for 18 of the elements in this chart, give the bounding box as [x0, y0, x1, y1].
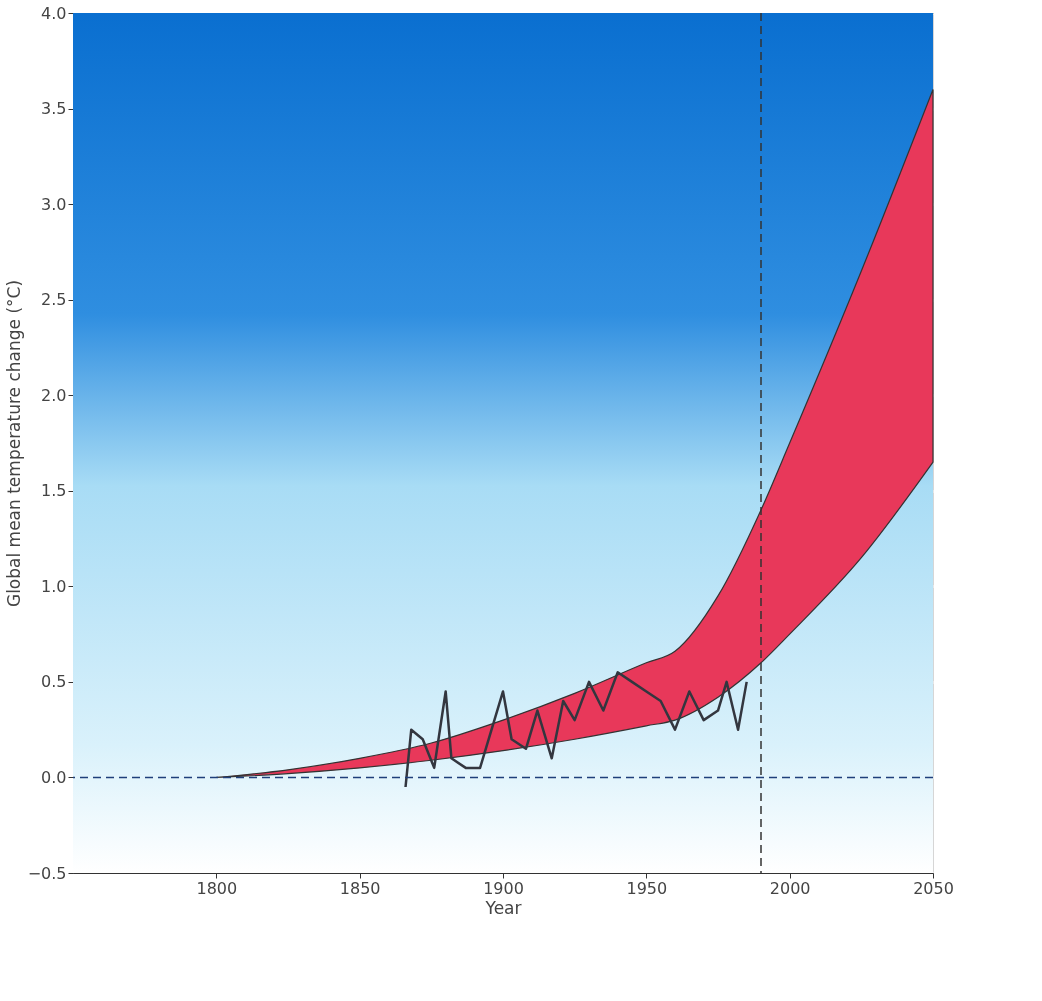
y-tick-label: −0.5 — [27, 863, 67, 883]
y-axis-title: Global mean temperature change (°C) — [3, 279, 24, 608]
y-tick-label: 0.0 — [41, 767, 67, 787]
x-tick-label: 2000 — [769, 878, 811, 898]
y-tick-label: 3.5 — [41, 99, 67, 119]
y-tick-label: 4.0 — [41, 3, 67, 23]
y-tick-label: 1.0 — [41, 576, 67, 596]
x-axis-title: Year — [484, 897, 522, 918]
x-tick-label: 1900 — [483, 878, 524, 898]
y-tick-label: 3.0 — [41, 194, 67, 214]
y-tick-label: 0.5 — [41, 672, 67, 692]
x-tick-label: 1850 — [339, 878, 381, 898]
x-tick-label: 1950 — [626, 878, 668, 898]
y-tick-label: 2.5 — [41, 290, 67, 310]
y-tick-label: 2.0 — [41, 385, 67, 405]
x-tick-label: 1800 — [196, 878, 238, 898]
y-tick-label: 1.5 — [41, 481, 67, 501]
x-tick-label: 2050 — [913, 878, 954, 898]
